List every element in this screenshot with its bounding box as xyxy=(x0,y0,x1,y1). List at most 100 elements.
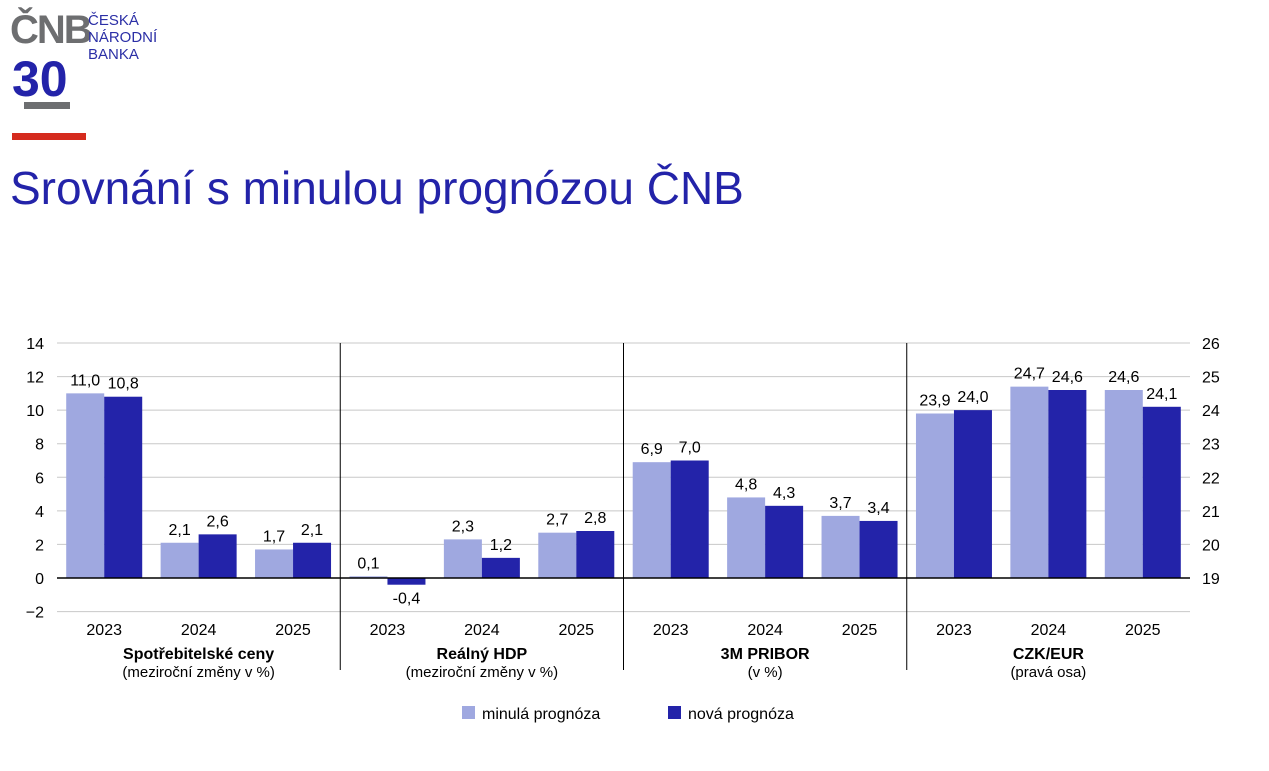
panel-subtitle: (v %) xyxy=(748,664,783,681)
right-axis-tick: 26 xyxy=(1202,336,1220,353)
new-forecast-bar xyxy=(576,531,615,578)
logo-anniversary-30: 30 xyxy=(12,51,70,109)
legend-label: nová prognóza xyxy=(688,706,794,723)
old-forecast-bar xyxy=(443,539,482,578)
old-forecast-bar xyxy=(349,576,388,578)
right-axis-tick: 20 xyxy=(1202,537,1220,554)
data-label: 2,1 xyxy=(169,522,191,539)
data-label: -0,4 xyxy=(393,591,421,608)
legend: minulá prognóza nová prognóza xyxy=(462,706,794,723)
data-label: 0,1 xyxy=(357,555,379,572)
data-label: 3,7 xyxy=(829,495,851,512)
data-label: 24,6 xyxy=(1108,369,1139,386)
data-label: 24,6 xyxy=(1052,369,1083,386)
data-label: 1,7 xyxy=(263,528,285,545)
category-label: 2024 xyxy=(181,622,217,639)
old-forecast-bar xyxy=(1104,390,1143,578)
left-axis-tick: 0 xyxy=(35,571,44,588)
data-labels: 11,0 10,8 2,1 2,6 1,7 2,1 0,1 -0,4 2,3 1,2 2,7 2,8 6… xyxy=(70,366,1177,608)
new-forecast-bar xyxy=(1048,390,1087,578)
logo-line: NÁRODNÍ xyxy=(88,29,158,46)
panel-subtitle: (meziroční změny v %) xyxy=(406,664,559,681)
new-forecast-bar xyxy=(104,396,143,578)
category-label: 2023 xyxy=(370,622,406,639)
category-label: 2023 xyxy=(653,622,689,639)
category-label: 2025 xyxy=(275,622,311,639)
new-forecast-bar xyxy=(481,557,520,578)
panel-subtitle: (pravá osa) xyxy=(1010,664,1086,681)
logo-mark: ČNB xyxy=(10,8,93,52)
new-forecast-bar xyxy=(859,520,898,578)
new-forecast-bar xyxy=(198,534,237,578)
legend-swatch xyxy=(668,706,681,719)
legend-label: minulá prognóza xyxy=(482,706,600,723)
old-forecast-bar xyxy=(915,413,954,578)
right-axis-tick: 19 xyxy=(1202,571,1220,588)
data-label: 2,1 xyxy=(301,522,323,539)
left-axis-tick: 6 xyxy=(35,470,44,487)
data-label: 2,8 xyxy=(584,510,606,527)
data-label: 7,0 xyxy=(679,440,701,457)
data-label: 4,8 xyxy=(735,476,757,493)
category-label: 2023 xyxy=(86,622,122,639)
comparison-chart: 11,0 10,8 2,1 2,6 1,7 2,1 0,1 -0,4 2,3 1,2 2,7 2,8 6… xyxy=(26,336,1220,723)
right-axis-tick: 24 xyxy=(1202,403,1220,420)
old-forecast-bar xyxy=(821,515,860,578)
data-label: 23,9 xyxy=(919,393,950,410)
category-label: 2024 xyxy=(1031,622,1067,639)
right-axis-tick: 25 xyxy=(1202,370,1220,387)
data-label: 1,2 xyxy=(490,537,512,554)
accent-bar xyxy=(12,133,86,140)
new-forecast-bar xyxy=(765,505,804,578)
left-axis-tick: −2 xyxy=(26,605,44,622)
logo-bank-name: ČESKÁ NÁRODNÍ BANKA xyxy=(88,12,157,63)
category-label: 2024 xyxy=(747,622,783,639)
new-forecast-bar xyxy=(1142,406,1181,578)
category-label: 2025 xyxy=(842,622,878,639)
panel-title: 3M PRIBOR xyxy=(721,646,810,663)
panel-title: Spotřebitelské ceny xyxy=(123,646,274,663)
left-axis-tick: 12 xyxy=(26,370,44,387)
data-label: 24,1 xyxy=(1146,386,1177,403)
panel-title: Reálný HDP xyxy=(437,646,528,663)
bars xyxy=(66,386,1181,585)
data-label: 24,7 xyxy=(1014,366,1045,383)
data-label: 2,7 xyxy=(546,512,568,529)
logo-anniversary-number: 30 xyxy=(12,51,68,107)
old-forecast-bar xyxy=(255,549,294,578)
logo-underline xyxy=(24,102,70,109)
old-forecast-bar xyxy=(1010,386,1049,578)
data-label: 24,0 xyxy=(957,389,988,406)
left-axis-tick: 2 xyxy=(35,537,44,554)
new-forecast-bar xyxy=(670,460,709,578)
old-forecast-bar xyxy=(66,393,105,578)
left-axis-tick: 14 xyxy=(26,336,44,353)
category-label: 2024 xyxy=(464,622,500,639)
legend-swatch xyxy=(462,706,475,719)
left-axis-tick: 8 xyxy=(35,437,44,454)
old-forecast-bar xyxy=(160,542,199,578)
right-axis-tick: 22 xyxy=(1202,470,1220,487)
new-forecast-bar xyxy=(387,578,426,585)
logo-line: BANKA xyxy=(88,46,139,63)
data-label: 11,0 xyxy=(70,372,100,389)
new-forecast-bar xyxy=(293,542,332,578)
data-label: 4,3 xyxy=(773,485,795,502)
new-forecast-bar xyxy=(953,410,992,578)
old-forecast-bar xyxy=(727,497,766,578)
old-forecast-bar xyxy=(632,462,671,578)
page-title: Srovnání s minulou prognózou ČNB xyxy=(10,162,744,214)
panel-title: CZK/EUR xyxy=(1013,646,1085,663)
data-label: 3,4 xyxy=(867,500,889,517)
cnb-logo: ČNB ČESKÁ NÁRODNÍ BANKA 30 xyxy=(10,10,170,115)
data-label: 2,3 xyxy=(452,518,474,535)
category-label: 2025 xyxy=(558,622,594,639)
category-label: 2023 xyxy=(936,622,972,639)
category-label: 2025 xyxy=(1125,622,1161,639)
left-axis-tick: 10 xyxy=(26,403,44,420)
data-label: 10,8 xyxy=(108,376,139,393)
data-label: 2,6 xyxy=(207,513,229,530)
right-axis-tick: 21 xyxy=(1202,504,1220,521)
left-axis-tick: 4 xyxy=(35,504,44,521)
